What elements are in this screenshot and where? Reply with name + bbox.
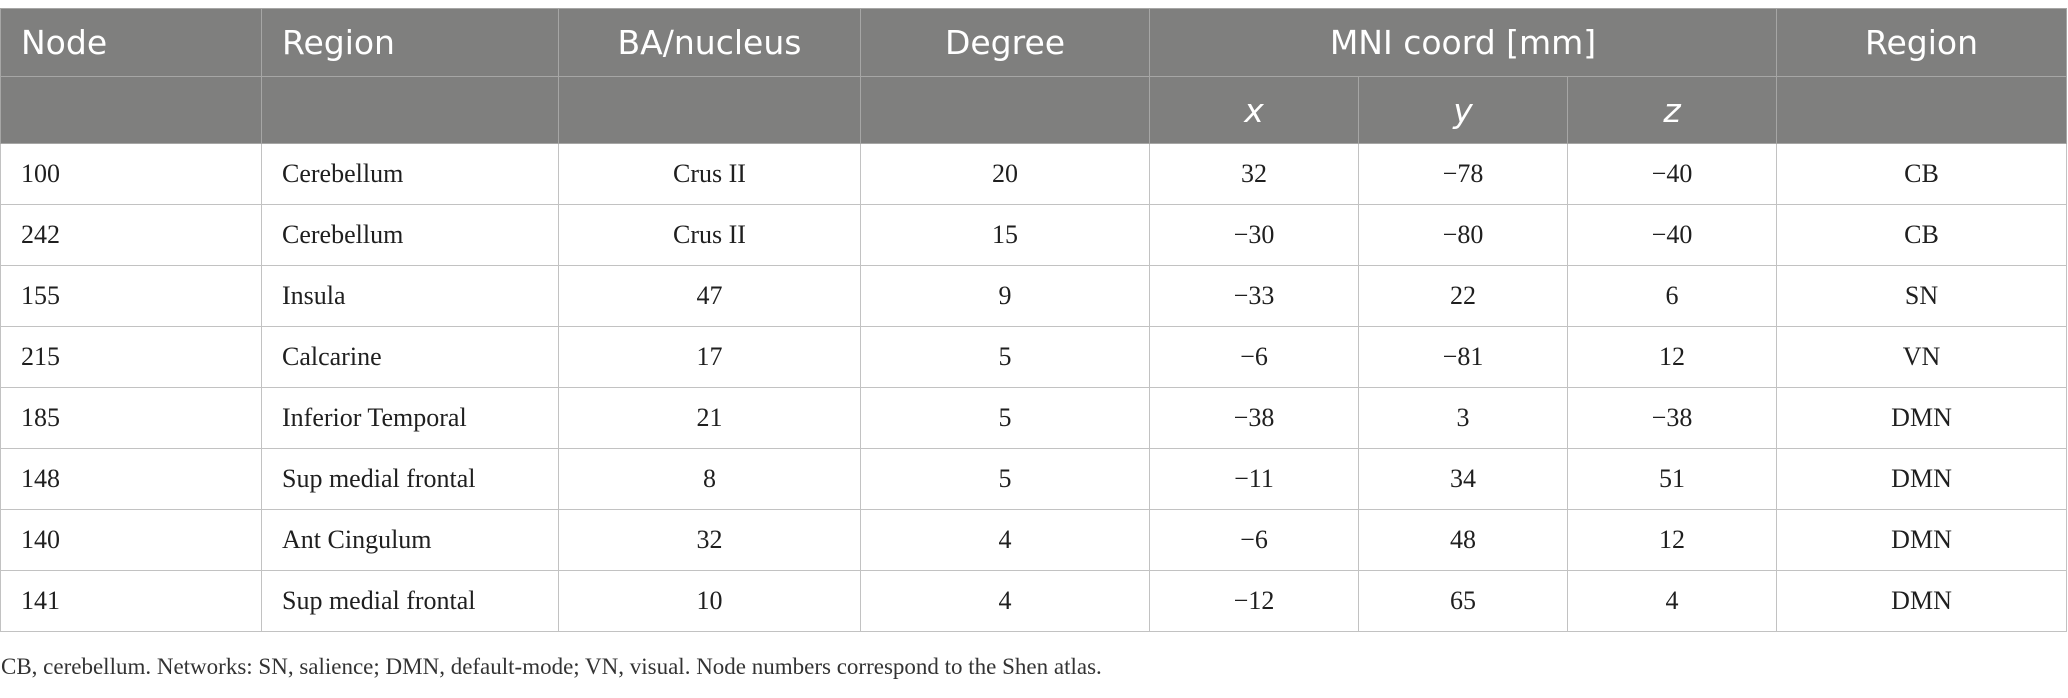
- cell-z: 12: [1566, 509, 1778, 571]
- cell-y: 3: [1358, 387, 1568, 449]
- cell-region: Cerebellum: [261, 204, 559, 266]
- header-sub-empty: [0, 76, 262, 144]
- header-row-main: Node Region BA/nucleus Degree MNI coord …: [0, 8, 2068, 77]
- header-sub-empty: [1776, 76, 2068, 144]
- cell-node: 140: [0, 509, 262, 571]
- header-z: z: [1566, 76, 1778, 144]
- table-row: 148 Sup medial frontal 8 5 −11 34 51 DMN: [0, 448, 2068, 510]
- cell-y: −78: [1358, 143, 1568, 205]
- cell-degree: 4: [860, 570, 1150, 632]
- cell-network: VN: [1776, 326, 2068, 388]
- cell-degree: 15: [860, 204, 1150, 266]
- header-x: x: [1149, 76, 1359, 144]
- table-row: 140 Ant Cingulum 32 4 −6 48 12 DMN: [0, 509, 2068, 571]
- header-region: Region: [261, 8, 559, 77]
- cell-ba-nucleus: 10: [558, 570, 861, 632]
- cell-x: −11: [1149, 448, 1359, 510]
- cell-degree: 20: [860, 143, 1150, 205]
- cell-degree: 5: [860, 326, 1150, 388]
- cell-ba-nucleus: 17: [558, 326, 861, 388]
- header-sub-empty: [558, 76, 861, 144]
- cell-ba-nucleus: 8: [558, 448, 861, 510]
- cell-z: −40: [1566, 204, 1778, 266]
- cell-region: Sup medial frontal: [261, 570, 559, 632]
- cell-x: −33: [1149, 265, 1359, 327]
- header-sub-empty: [261, 76, 559, 144]
- cell-network: CB: [1776, 204, 2068, 266]
- cell-y: 22: [1358, 265, 1568, 327]
- cell-node: 215: [0, 326, 262, 388]
- cell-degree: 9: [860, 265, 1150, 327]
- cell-degree: 4: [860, 509, 1150, 571]
- cell-x: −30: [1149, 204, 1359, 266]
- cell-ba-nucleus: Crus II: [558, 204, 861, 266]
- header-network-region: Region: [1776, 8, 2068, 77]
- cell-network: DMN: [1776, 570, 2068, 632]
- header-ba-nucleus: BA/nucleus: [558, 8, 861, 77]
- cell-network: DMN: [1776, 509, 2068, 571]
- cell-z: 51: [1566, 448, 1778, 510]
- cell-node: 148: [0, 448, 262, 510]
- cell-y: −81: [1358, 326, 1568, 388]
- cell-region: Cerebellum: [261, 143, 559, 205]
- cell-z: −40: [1566, 143, 1778, 205]
- cell-x: −12: [1149, 570, 1359, 632]
- cell-ba-nucleus: 32: [558, 509, 861, 571]
- results-table: Node Region BA/nucleus Degree MNI coord …: [0, 8, 2068, 632]
- cell-y: 34: [1358, 448, 1568, 510]
- cell-region: Insula: [261, 265, 559, 327]
- header-row-sub: x y z: [0, 76, 2068, 144]
- table-row: 242 Cerebellum Crus II 15 −30 −80 −40 CB: [0, 204, 2068, 266]
- cell-degree: 5: [860, 387, 1150, 449]
- cell-x: −6: [1149, 326, 1359, 388]
- cell-network: SN: [1776, 265, 2068, 327]
- cell-x: 32: [1149, 143, 1359, 205]
- header-y: y: [1358, 76, 1568, 144]
- cell-y: 48: [1358, 509, 1568, 571]
- cell-ba-nucleus: 21: [558, 387, 861, 449]
- table-row: 100 Cerebellum Crus II 20 32 −78 −40 CB: [0, 143, 2068, 205]
- cell-node: 185: [0, 387, 262, 449]
- cell-node: 141: [0, 570, 262, 632]
- header-node: Node: [0, 8, 262, 77]
- cell-region: Ant Cingulum: [261, 509, 559, 571]
- cell-node: 242: [0, 204, 262, 266]
- cell-degree: 5: [860, 448, 1150, 510]
- cell-y: 65: [1358, 570, 1568, 632]
- cell-x: −6: [1149, 509, 1359, 571]
- cell-z: 4: [1566, 570, 1778, 632]
- cell-region: Calcarine: [261, 326, 559, 388]
- cell-network: CB: [1776, 143, 2068, 205]
- cell-ba-nucleus: 47: [558, 265, 861, 327]
- header-sub-empty: [860, 76, 1150, 144]
- header-mni-coord: MNI coord [mm]: [1148, 8, 1778, 77]
- table-row: 155 Insula 47 9 −33 22 6 SN: [0, 265, 2068, 327]
- cell-z: 12: [1566, 326, 1778, 388]
- cell-z: 6: [1566, 265, 1778, 327]
- table-row: 185 Inferior Temporal 21 5 −38 3 −38 DMN: [0, 387, 2068, 449]
- cell-network: DMN: [1776, 448, 2068, 510]
- cell-y: −80: [1358, 204, 1568, 266]
- cell-ba-nucleus: Crus II: [558, 143, 861, 205]
- table-footnote: CB, cerebellum. Networks: SN, salience; …: [1, 654, 1102, 679]
- cell-network: DMN: [1776, 387, 2068, 449]
- cell-region: Sup medial frontal: [261, 448, 559, 510]
- table-row: 141 Sup medial frontal 10 4 −12 65 4 DMN: [0, 570, 2068, 632]
- table-row: 215 Calcarine 17 5 −6 −81 12 VN: [0, 326, 2068, 388]
- cell-node: 100: [0, 143, 262, 205]
- header-degree: Degree: [860, 8, 1150, 77]
- cell-region: Inferior Temporal: [261, 387, 559, 449]
- cell-x: −38: [1149, 387, 1359, 449]
- cell-z: −38: [1566, 387, 1778, 449]
- cell-node: 155: [0, 265, 262, 327]
